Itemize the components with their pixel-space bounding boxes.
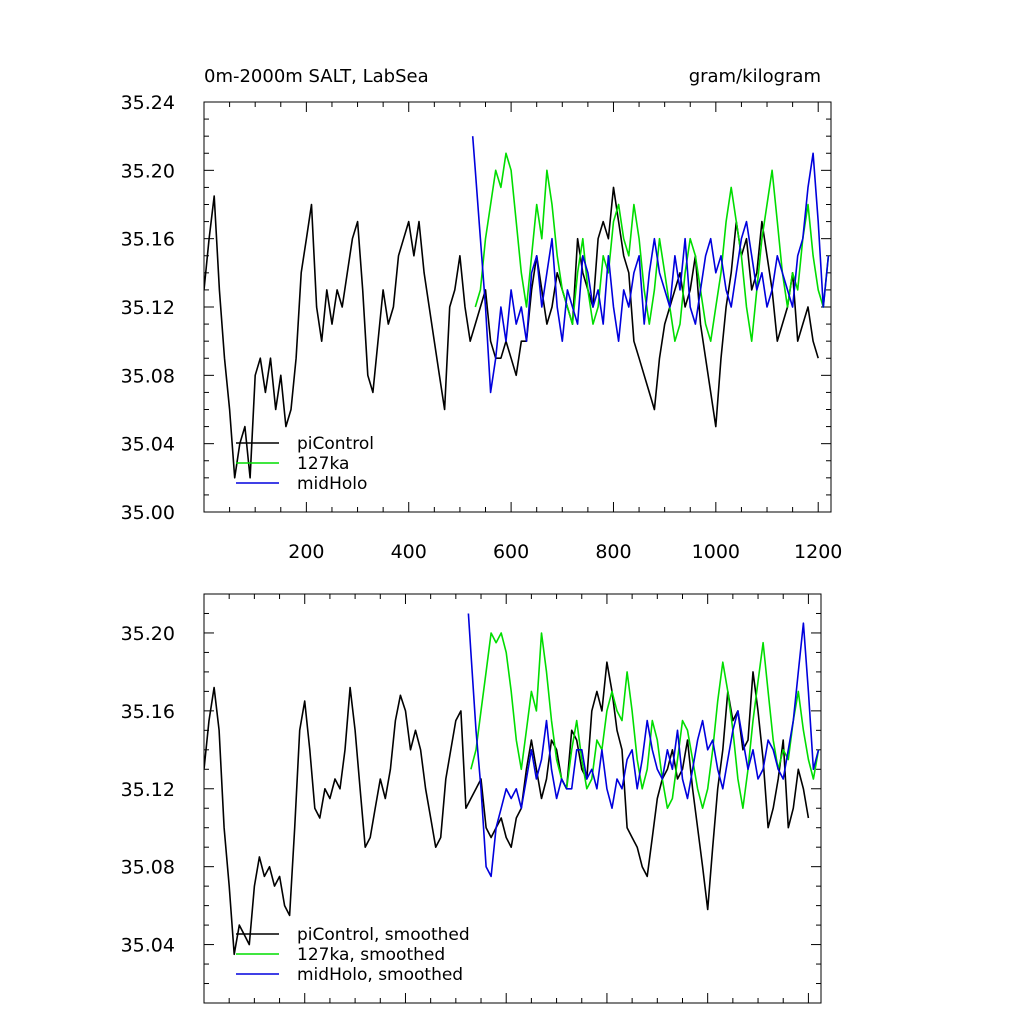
plot-frame [203, 593, 822, 1004]
units-label: gram/kilogram [689, 66, 821, 87]
legend-label: midHolo, smoothed [297, 965, 463, 985]
chart-title: 0m-2000m SALT, LabSea [204, 66, 429, 87]
y-tick-label: 35.16 [121, 701, 175, 723]
y-tick-label: 35.04 [121, 434, 175, 456]
series-line-picontrol [204, 186, 819, 479]
series-line-127ka [474, 152, 830, 343]
y-tick-label: 35.08 [121, 365, 175, 387]
y-tick-label: 35.04 [121, 935, 175, 957]
x-tick-label: 200 [288, 541, 324, 563]
legend-label: midHolo [297, 474, 367, 494]
legend-label: 127ka, smoothed [297, 945, 445, 965]
x-tick-label: 800 [595, 541, 631, 563]
series-group [204, 136, 830, 479]
series-line-midholo-smoothed [467, 613, 820, 878]
y-tick-label: 35.16 [121, 229, 175, 251]
legend-label: piControl, smoothed [297, 925, 470, 945]
series-line-127ka-smoothed [470, 632, 820, 810]
y-tick-label: 35.20 [121, 160, 175, 182]
x-tick-label: 1000 [692, 541, 740, 563]
x-tick-label: 400 [391, 541, 427, 563]
y-tick-label: 35.20 [121, 623, 175, 645]
y-tick-label: 35.12 [121, 297, 175, 319]
legend-label: 127ka [297, 454, 349, 474]
series-line-midholo [471, 136, 830, 394]
y-tick-label: 35.24 [121, 92, 175, 114]
series-group [204, 613, 820, 956]
y-tick-label: 35.00 [121, 502, 175, 524]
x-tick-label: 600 [493, 541, 529, 563]
y-tick-label: 35.08 [121, 857, 175, 879]
x-tick-label: 1200 [794, 541, 842, 563]
series-line-picontrol-smoothed [204, 661, 810, 956]
top-panel: 200 400 600 800 1000 1200 35.00 35.04 35.08 35.12… [121, 66, 843, 563]
bottom-panel: 35.04 35.08 35.12 35.16 35.20 piControl, smoo… [121, 593, 822, 1004]
y-tick-label: 35.12 [121, 779, 175, 801]
legend-label: piControl [297, 434, 374, 454]
